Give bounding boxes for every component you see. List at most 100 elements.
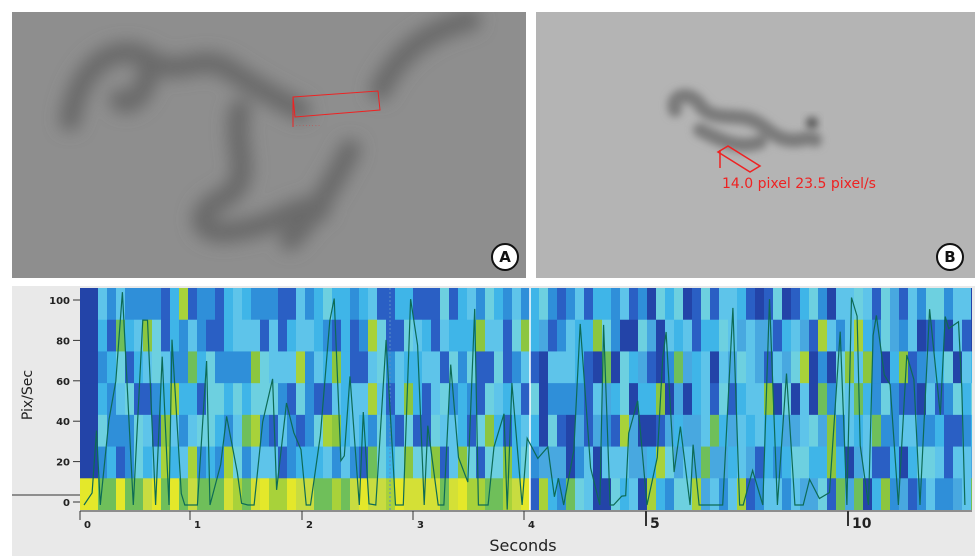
heatmap-cell [440,319,450,352]
y-tick-label: 60 [56,377,70,388]
heatmap-cell [242,414,252,448]
heatmap-cell [728,478,738,510]
heatmap-cell [323,383,333,416]
heatmap-cell [782,478,792,510]
heatmap-cell [89,288,99,321]
heatmap-cell [215,351,225,384]
heatmap-cell [611,351,621,384]
heatmap-cell [386,383,396,416]
heatmap-cell [494,383,504,416]
heatmap-cell [296,446,306,479]
heatmap-cell [737,383,747,416]
heatmap-cell [206,319,216,352]
heatmap-cell [503,414,513,448]
heatmap-cell [539,478,549,510]
heatmap-cell [422,319,432,352]
heatmap-cell [422,414,432,448]
heatmap-cell [467,383,477,416]
heatmap-cell [386,446,396,479]
heatmap-cell [215,319,225,352]
heatmap-cell [341,351,351,384]
heatmap-cell [512,351,522,384]
heatmap-cell [593,351,603,384]
heatmap-cell [665,446,675,479]
heatmap-cell [539,351,549,384]
heatmap-cell [350,319,360,352]
heatmap-cell [143,478,153,510]
heatmap-cell [278,351,288,384]
measurement-box [292,90,381,118]
heatmap-cell [872,446,882,479]
x-ticks: 0 1 2 3 4 5 10 [79,511,872,532]
heatmap-cell [683,288,693,321]
heatmap-cell [755,319,765,352]
heatmap-cell [737,351,747,384]
heatmap-cell [566,288,576,321]
heatmap-cell [719,414,729,448]
heatmap-cell [134,414,144,448]
heatmap-cell [224,351,234,384]
heatmap-cell [386,319,396,352]
measurement-text: 14.0 pixel 23.5 pixel/s [722,176,876,192]
heatmap-cell [836,383,846,416]
heatmap-cell [152,383,162,416]
heatmap-cell [242,351,252,384]
heatmap-cell [665,478,675,510]
heatmap-cell [521,288,531,321]
heatmap-cell [242,478,252,510]
measurement-box [716,145,762,173]
heatmap-cell [710,351,720,384]
heatmap-cell [449,478,459,510]
heatmap-cell [224,414,234,448]
heatmap-cell [170,288,180,321]
heatmap-cell [953,351,963,384]
heatmap-cell [935,478,945,510]
heatmap-cell [854,478,864,510]
heatmap-cell [125,351,135,384]
heatmap-cell [575,414,585,448]
heatmap-cell [647,351,657,384]
heatmap-cell [773,414,783,448]
heatmap-cell [881,351,891,384]
heatmap-cell [260,288,270,321]
panel-a: · · · · · · · · A [12,12,526,278]
heatmap-cell [107,383,117,416]
heatmap-cell [557,446,567,479]
heatmap-cell [638,414,648,448]
heatmap-cell [521,478,531,510]
heatmap-cell [179,383,189,416]
heatmap-cell [467,446,477,479]
heatmap-cell [314,414,324,448]
y-tick-label: 100 [49,296,70,307]
heatmap-cell [935,383,945,416]
heatmap-cell [827,351,837,384]
heatmap-cell [485,351,495,384]
heatmap-cell [161,446,171,479]
heatmap-cell [674,383,684,416]
heatmap-cell [872,414,882,448]
heatmap-cell [260,351,270,384]
heatmap-cell [791,288,801,321]
heatmap-cell [818,478,828,510]
heatmap-cell [755,446,765,479]
heatmap-cell [368,383,378,416]
panel-b-structure [667,89,822,152]
heatmap-cell [161,288,171,321]
heatmap-cell [485,288,495,321]
heatmap-cell [170,414,180,448]
heatmap-cell [863,319,873,352]
heatmap-cell [323,478,333,510]
heatmap-cell [638,351,648,384]
heatmap-cell [368,478,378,510]
heatmap-cell [377,288,387,321]
heatmap-cell [476,319,486,352]
x-tick-label: 5 [650,516,660,532]
panel-label: B [944,248,955,266]
heatmap-cell [818,351,828,384]
heatmap-cell [935,351,945,384]
heatmap-cell [107,288,117,321]
heatmap-cell [494,319,504,352]
heatmap-cell [701,288,711,321]
heatmap-cell [674,414,684,448]
heatmap-cell [719,383,729,416]
